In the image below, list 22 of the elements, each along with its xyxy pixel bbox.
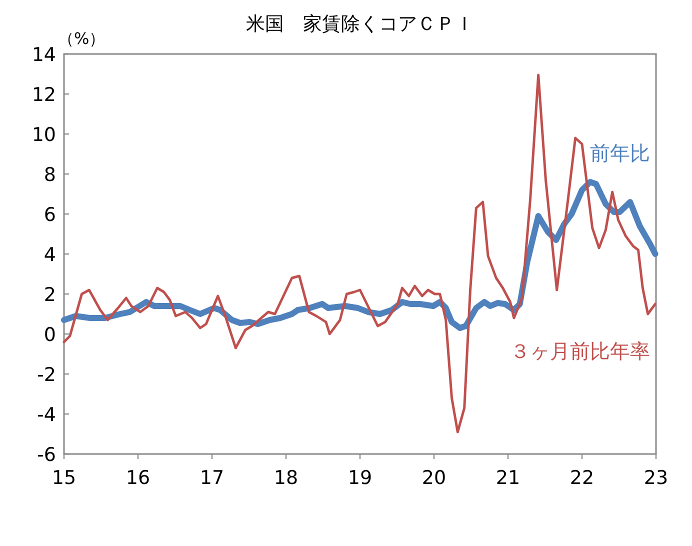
x-tick-label: 17 (200, 467, 224, 489)
title: 米国 家賃除くコアＣＰＩ (246, 13, 474, 35)
y-tick-label: 6 (44, 204, 56, 226)
y-tick-label: 2 (44, 284, 56, 306)
y-tick-label: 12 (32, 84, 56, 106)
x-tick-label: 20 (422, 467, 446, 489)
x-tick-label: 15 (52, 467, 76, 489)
y-tick-label: -2 (37, 364, 56, 386)
y-tick-label: -6 (37, 444, 56, 466)
y-tick-label: 14 (32, 44, 56, 66)
y-tick-label: 0 (44, 324, 56, 346)
x-tick-label: 21 (496, 467, 520, 489)
x-tick-label: 23 (644, 467, 668, 489)
x-tick-label: 22 (570, 467, 594, 489)
x-tick-label: 19 (348, 467, 372, 489)
y-tick-label: 4 (44, 244, 56, 266)
x-tick-label: 18 (274, 467, 298, 489)
x-tick-label: 16 (126, 467, 150, 489)
y-tick-label: 8 (44, 164, 56, 186)
y-tick-label: -4 (37, 404, 56, 426)
ylabel: （%） (58, 29, 106, 48)
y-tick-label: 10 (32, 124, 56, 146)
